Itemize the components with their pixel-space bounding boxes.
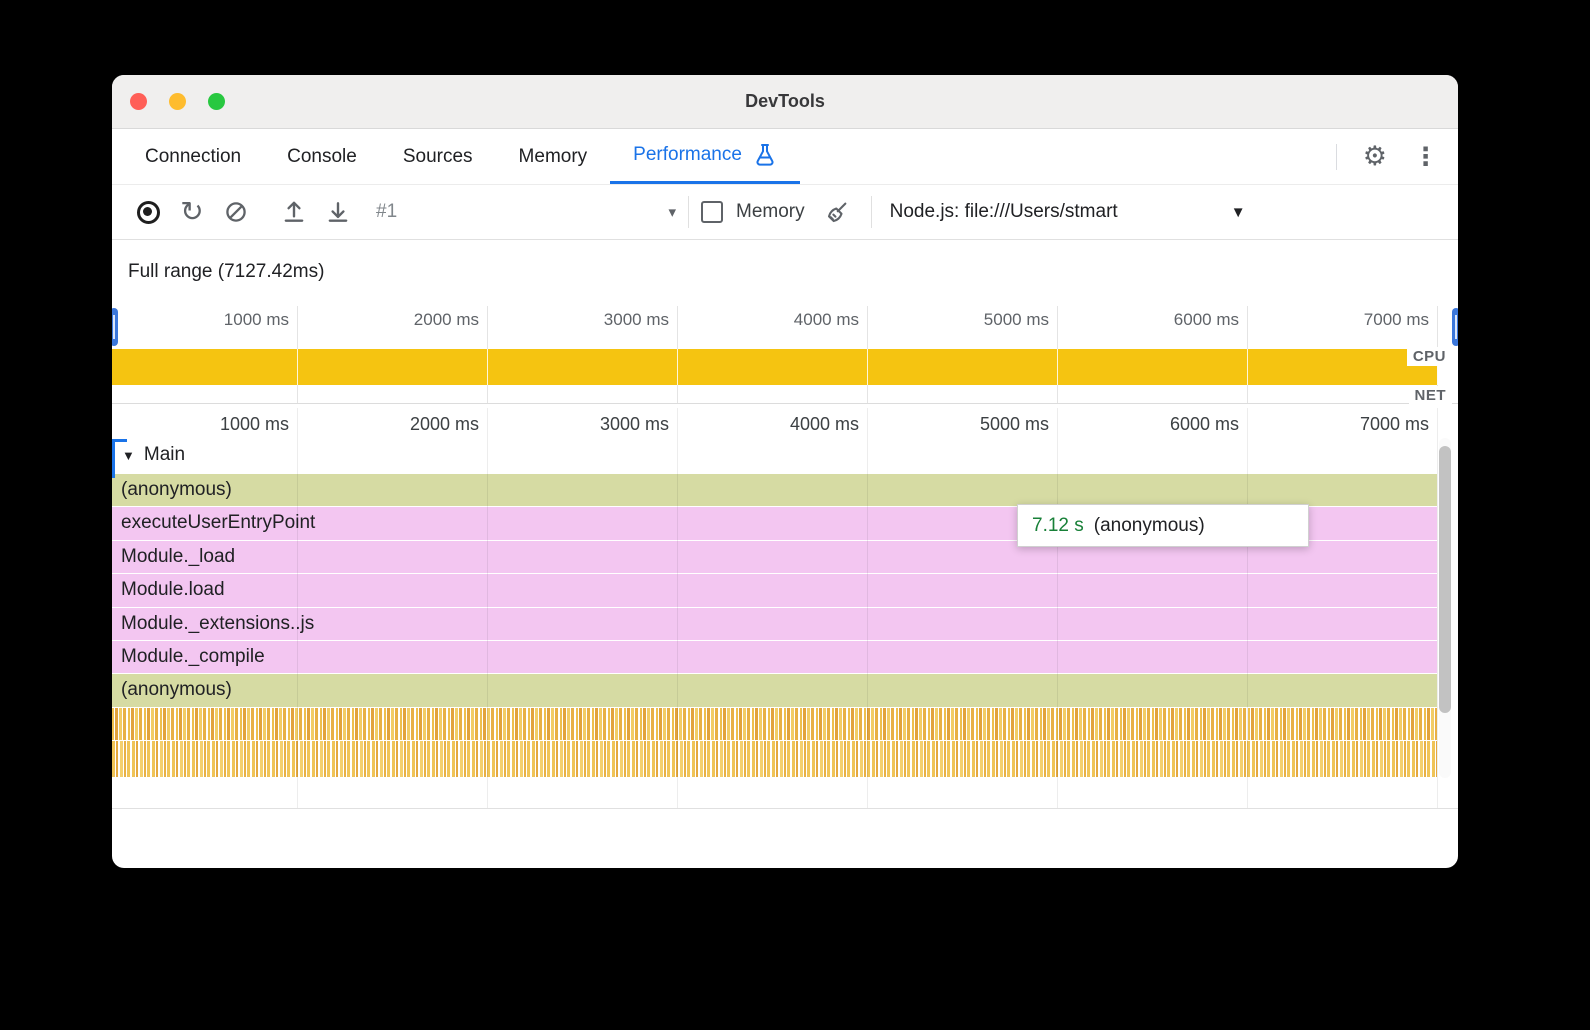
ruler-tick: 3000 ms xyxy=(603,310,669,329)
gridline xyxy=(1437,408,1438,808)
clear-recording-button[interactable] xyxy=(214,192,258,232)
gridline xyxy=(1247,349,1248,385)
save-profile-button[interactable] xyxy=(316,192,360,232)
flame-frame-module-extensions-js[interactable]: Module._extensions..js xyxy=(112,607,1437,640)
recording-session-label: #1 xyxy=(376,201,398,222)
recording-history-select[interactable]: #1 ▾ xyxy=(376,201,676,223)
garbage-collect-button[interactable] xyxy=(815,192,859,232)
record-icon xyxy=(136,200,160,224)
js-context-select[interactable]: Node.js: file:///Users/stmart ▼ xyxy=(884,201,1252,223)
gridline xyxy=(1247,408,1248,808)
chevron-down-icon: ▾ xyxy=(668,204,676,221)
window-title: DevTools xyxy=(745,91,825,111)
ruler-tick: 2000 ms xyxy=(409,414,479,434)
performance-panel: Full range (7127.42ms) 1000 ms 2000 ms 3… xyxy=(112,240,1458,813)
flame-frame-module-compile[interactable]: Module._compile xyxy=(112,640,1437,674)
tab-sources[interactable]: Sources xyxy=(402,145,473,167)
reload-and-record-button[interactable]: ↻ xyxy=(170,192,214,232)
tab-memory[interactable]: Memory xyxy=(518,145,588,167)
flame-frame-anonymous[interactable]: (anonymous) xyxy=(112,474,1437,507)
gridline xyxy=(1057,408,1058,808)
ruler-tick: 2000 ms xyxy=(413,310,479,329)
broom-icon xyxy=(828,202,847,222)
traffic-lights xyxy=(130,75,225,128)
experiment-flask-icon xyxy=(753,143,777,167)
gridline xyxy=(1057,349,1058,385)
load-profile-button[interactable] xyxy=(272,192,316,232)
minimize-window-button[interactable] xyxy=(169,93,186,110)
gridline xyxy=(677,349,678,385)
tab-performance[interactable]: Performance xyxy=(610,129,800,184)
ruler-tick: 1000 ms xyxy=(223,310,289,329)
tooltip-duration: 7.12 s xyxy=(1032,514,1084,536)
js-context-label: Node.js: file:///Users/stmart xyxy=(889,201,1118,222)
gridline xyxy=(487,408,488,808)
toolbar-divider xyxy=(688,196,689,228)
net-track-label: NET xyxy=(1408,386,1452,405)
cpu-activity-band[interactable] xyxy=(112,349,1438,385)
performance-toolbar: ↻ #1 ▾ Mem xyxy=(112,185,1458,240)
frame-tooltip: 7.12 s (anonymous) xyxy=(1017,504,1309,547)
cpu-track-label: CPU xyxy=(1406,347,1452,366)
flame-dense-activity-band-2[interactable] xyxy=(112,740,1437,777)
tabbar-right-controls: ⚙ ⋮ xyxy=(1335,129,1458,184)
devtools-window: DevTools Connection Console Sources Memo… xyxy=(112,75,1458,868)
full-range-label: Full range (7127.42ms) xyxy=(128,261,325,282)
flame-chart: 1000 ms 2000 ms 3000 ms 4000 ms 5000 ms … xyxy=(112,408,1458,809)
net-track-divider xyxy=(112,403,1458,404)
tabbar-divider xyxy=(1335,143,1337,170)
collapse-triangle-icon: ▼ xyxy=(122,447,135,463)
dropdown-triangle-icon: ▼ xyxy=(1230,203,1246,221)
flame-frame-anonymous-2[interactable]: (anonymous) xyxy=(112,674,1437,707)
upload-icon xyxy=(284,201,304,222)
flame-dense-activity-band[interactable] xyxy=(112,707,1437,740)
memory-toggle[interactable]: Memory xyxy=(701,201,805,223)
gridline xyxy=(677,408,678,808)
tab-console[interactable]: Console xyxy=(287,145,357,167)
reload-icon: ↻ xyxy=(180,195,204,228)
settings-gear-icon[interactable]: ⚙ xyxy=(1362,141,1387,172)
toolbar-divider xyxy=(870,196,872,228)
ruler-tick: 6000 ms xyxy=(1169,414,1239,434)
main-track-header[interactable]: ▼ Main xyxy=(122,444,185,466)
ruler-tick: 7000 ms xyxy=(1363,310,1429,329)
gridline xyxy=(1437,349,1438,385)
ruler-tick: 1000 ms xyxy=(219,414,289,434)
gridline xyxy=(297,349,298,385)
tooltip-frame-name: (anonymous) xyxy=(1093,514,1205,536)
tab-connection[interactable]: Connection xyxy=(145,145,242,167)
panel-tabbar: Connection Console Sources Memory Perfor… xyxy=(112,129,1458,185)
ruler-tick: 5000 ms xyxy=(979,414,1049,434)
ruler-tick: 6000 ms xyxy=(1173,310,1239,329)
ruler-tick: 7000 ms xyxy=(1359,414,1429,434)
zoom-window-button[interactable] xyxy=(208,93,225,110)
gridline xyxy=(867,349,868,385)
memory-checkbox[interactable] xyxy=(701,201,723,223)
close-window-button[interactable] xyxy=(130,93,147,110)
ruler-tick: 4000 ms xyxy=(789,414,859,434)
flame-scrollbar-thumb[interactable] xyxy=(1439,446,1451,713)
flame-frame-module-load[interactable]: Module.load xyxy=(112,574,1437,607)
range-handle-right[interactable] xyxy=(1452,308,1458,346)
titlebar: DevTools xyxy=(112,75,1458,129)
record-button[interactable] xyxy=(126,192,170,232)
download-icon xyxy=(328,202,348,222)
ruler-tick: 3000 ms xyxy=(599,414,669,434)
gridline xyxy=(297,408,298,808)
flame-frame-module-load-underscore[interactable]: Module._load xyxy=(112,540,1437,574)
more-options-icon[interactable]: ⋮ xyxy=(1413,142,1438,171)
ruler-tick: 5000 ms xyxy=(983,310,1049,329)
block-icon xyxy=(226,202,246,222)
main-track-label: Main xyxy=(143,444,186,465)
range-handle-left[interactable] xyxy=(112,308,118,346)
gridline xyxy=(867,408,868,808)
ruler-tick: 4000 ms xyxy=(793,310,859,329)
memory-checkbox-label: Memory xyxy=(736,201,805,222)
gridline xyxy=(487,349,488,385)
track-selection-indicator xyxy=(112,439,127,478)
